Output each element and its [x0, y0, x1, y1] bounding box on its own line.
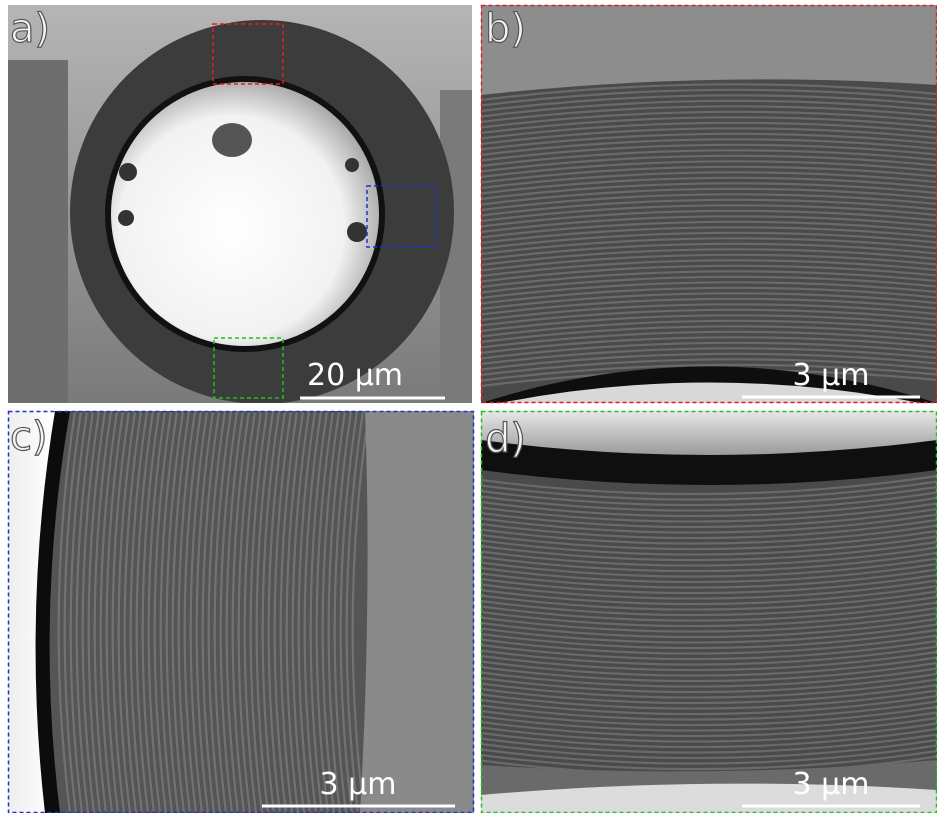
panel-label: b)	[485, 6, 526, 52]
panel-label: a)	[10, 6, 50, 52]
panel-a: 20 µm a)	[8, 5, 472, 404]
hollow-core	[111, 82, 379, 346]
artifact	[119, 163, 137, 181]
artifact	[212, 123, 252, 157]
page: {"panels": [ {"label": "a)", "scale_bar"…	[0, 0, 937, 813]
panel-c: 3 µm c)	[8, 411, 474, 813]
artifact	[347, 222, 367, 242]
panel-b: 3 µm b)	[481, 5, 937, 403]
scale-bar-label: 3 µm	[793, 358, 870, 393]
scale-bar-label: 3 µm	[320, 767, 397, 802]
scale-bar-label: 3 µm	[793, 767, 870, 802]
panel-label: c)	[10, 414, 48, 460]
figure: 20 µm a) 3 µm b) 3 µm c) 3 µm d)	[0, 0, 937, 813]
cleaved-region	[360, 411, 474, 813]
artifact	[345, 158, 359, 172]
cleaved-edge	[8, 60, 68, 403]
panel-label: d)	[485, 416, 526, 462]
scale-bar-label: 20 µm	[307, 358, 403, 393]
panel-d: 3 µm d)	[481, 411, 937, 813]
artifact	[118, 210, 134, 226]
